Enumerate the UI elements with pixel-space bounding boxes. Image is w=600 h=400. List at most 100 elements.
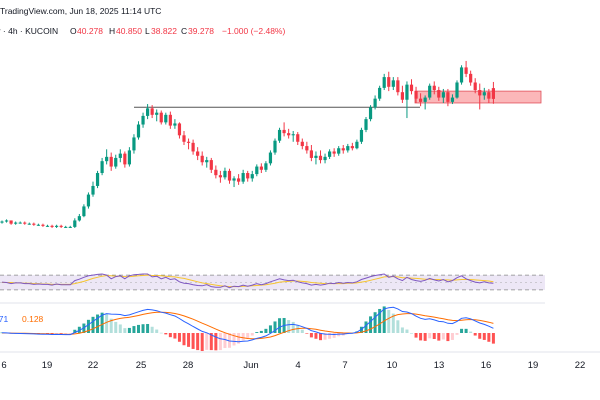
candle-body[interactable] xyxy=(378,87,382,99)
candle-body[interactable] xyxy=(491,88,495,99)
candle-body[interactable] xyxy=(14,222,18,224)
candle-body[interactable] xyxy=(9,220,13,224)
candle-body[interactable] xyxy=(277,129,282,141)
candle-body[interactable] xyxy=(41,224,45,226)
candle-body[interactable] xyxy=(341,148,345,151)
candle-body[interactable] xyxy=(50,225,54,227)
candle-body[interactable] xyxy=(305,146,309,151)
candle-body[interactable] xyxy=(209,160,213,170)
candle-body[interactable] xyxy=(473,82,477,91)
candle-body[interactable] xyxy=(118,153,122,158)
candle-body[interactable] xyxy=(419,98,423,102)
candle-body[interactable] xyxy=(446,92,450,102)
candle-body[interactable] xyxy=(227,170,232,181)
candle-body[interactable] xyxy=(205,160,209,163)
candle-body[interactable] xyxy=(182,135,186,142)
candle-body[interactable] xyxy=(414,91,418,99)
candle-body[interactable] xyxy=(268,152,273,164)
candle-body[interactable] xyxy=(45,225,50,227)
candle-body[interactable] xyxy=(4,220,9,222)
candle-body[interactable] xyxy=(86,194,91,207)
candle-body[interactable] xyxy=(309,150,313,158)
candle-body[interactable] xyxy=(291,134,295,136)
candle-body[interactable] xyxy=(36,224,40,226)
candle-body[interactable] xyxy=(77,216,81,221)
candle-body[interactable] xyxy=(100,161,104,174)
candle-body[interactable] xyxy=(273,140,277,153)
candle-body[interactable] xyxy=(0,221,4,223)
candle-body[interactable] xyxy=(18,222,22,224)
candle-body[interactable] xyxy=(146,108,150,116)
candle-body[interactable] xyxy=(55,225,59,227)
candle-body[interactable] xyxy=(282,129,286,134)
candle-body[interactable] xyxy=(387,77,391,87)
candle-body[interactable] xyxy=(241,173,245,182)
candle-body[interactable] xyxy=(246,173,250,179)
candle-body[interactable] xyxy=(82,206,86,217)
candle-body[interactable] xyxy=(396,80,400,93)
candle-body[interactable] xyxy=(95,173,100,186)
candle-body[interactable] xyxy=(136,124,141,138)
candle-body[interactable] xyxy=(464,67,468,74)
candle-body[interactable] xyxy=(355,141,359,149)
candle-body[interactable] xyxy=(437,90,441,98)
candle-body[interactable] xyxy=(459,67,464,83)
candle-body[interactable] xyxy=(186,141,191,143)
candle-body[interactable] xyxy=(332,151,336,154)
candle-body[interactable] xyxy=(428,85,432,98)
candle-body[interactable] xyxy=(469,73,473,83)
candle-body[interactable] xyxy=(350,146,354,149)
candle-body[interactable] xyxy=(214,169,218,176)
candle-body[interactable] xyxy=(159,112,163,123)
candle-body[interactable] xyxy=(450,97,455,102)
candle-body[interactable] xyxy=(73,220,77,227)
candle-body[interactable] xyxy=(478,90,482,96)
candle-body[interactable] xyxy=(314,155,318,158)
candle-body[interactable] xyxy=(405,84,409,100)
candle-body[interactable] xyxy=(173,123,177,126)
candle-body[interactable] xyxy=(328,151,332,157)
candle-body[interactable] xyxy=(400,92,404,100)
candle-body[interactable] xyxy=(127,150,131,165)
candle-body[interactable] xyxy=(32,223,36,225)
candle-body[interactable] xyxy=(359,129,364,142)
candle-body[interactable] xyxy=(432,85,436,91)
candle-body[interactable] xyxy=(237,178,241,182)
candle-body[interactable] xyxy=(232,178,236,181)
candle-body[interactable] xyxy=(368,107,373,120)
candle-body[interactable] xyxy=(250,174,254,179)
candle-body[interactable] xyxy=(323,156,327,161)
candle-body[interactable] xyxy=(259,166,263,170)
candle-body[interactable] xyxy=(223,170,227,178)
candle-body[interactable] xyxy=(91,185,95,195)
candle-body[interactable] xyxy=(64,226,68,228)
candle-body[interactable] xyxy=(123,153,127,165)
candle-body[interactable] xyxy=(141,115,145,125)
candle-body[interactable] xyxy=(132,137,136,151)
candle-body[interactable] xyxy=(391,80,395,87)
candle-body[interactable] xyxy=(441,92,445,98)
candle-body[interactable] xyxy=(346,146,350,151)
candle-body[interactable] xyxy=(150,108,154,115)
candle-body[interactable] xyxy=(364,119,368,130)
candle-body[interactable] xyxy=(105,156,109,162)
candle-body[interactable] xyxy=(300,141,304,147)
candle-body[interactable] xyxy=(164,114,168,123)
candle-body[interactable] xyxy=(23,222,27,224)
candle-body[interactable] xyxy=(264,163,268,170)
candle-body[interactable] xyxy=(200,155,204,163)
candle-body[interactable] xyxy=(409,84,414,92)
candle-body[interactable] xyxy=(318,155,323,161)
candle-body[interactable] xyxy=(487,92,491,99)
candle-body[interactable] xyxy=(168,114,172,126)
candle-body[interactable] xyxy=(296,134,300,142)
candle-body[interactable] xyxy=(423,97,427,102)
candle-body[interactable] xyxy=(177,123,182,136)
candle-body[interactable] xyxy=(218,175,222,178)
candle-body[interactable] xyxy=(255,166,259,175)
candle-body[interactable] xyxy=(196,151,200,156)
candle-body[interactable] xyxy=(114,157,118,167)
candle-body[interactable] xyxy=(109,156,113,167)
candle-body[interactable] xyxy=(482,92,486,96)
